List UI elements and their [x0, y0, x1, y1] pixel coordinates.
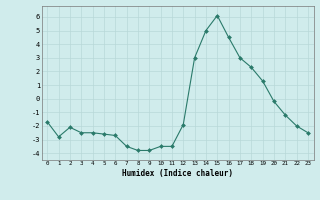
- X-axis label: Humidex (Indice chaleur): Humidex (Indice chaleur): [122, 169, 233, 178]
